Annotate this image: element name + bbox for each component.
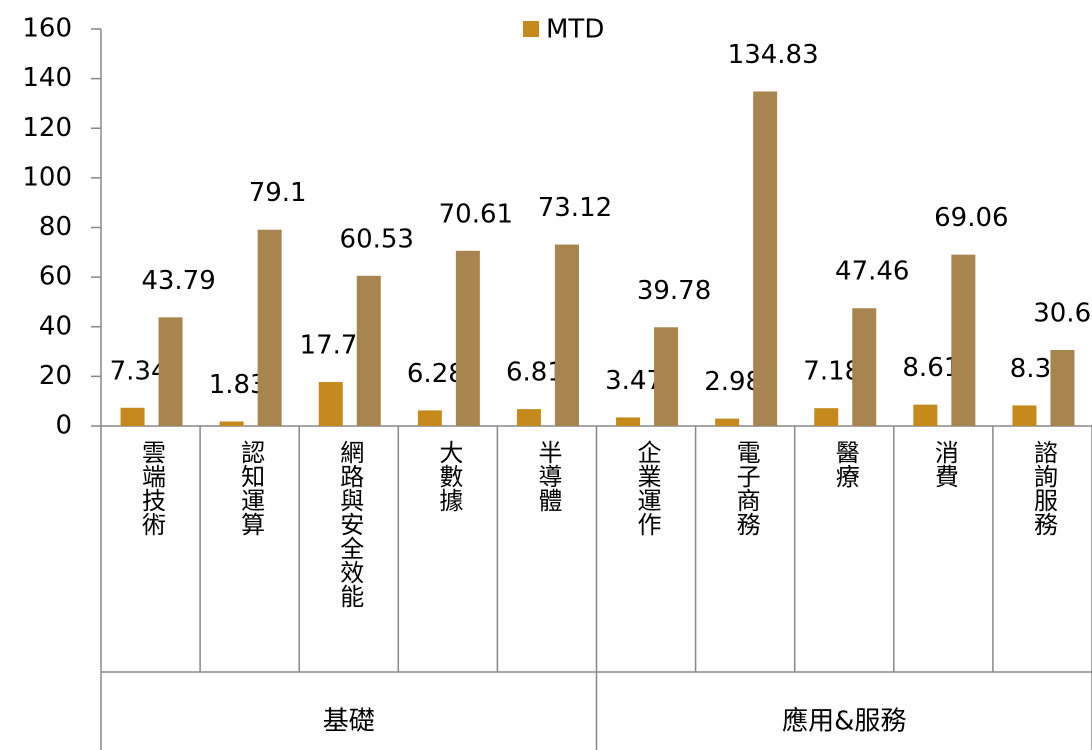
data-label: 7.34 <box>110 356 168 386</box>
bar <box>318 382 343 426</box>
y-tick-label: 20 <box>39 361 72 391</box>
data-label: 70.61 <box>439 199 513 229</box>
data-label: 8.61 <box>902 353 960 383</box>
y-tick-label: 120 <box>22 113 72 143</box>
group-label: 應用&服務 <box>782 707 906 737</box>
legend-swatch <box>523 21 539 37</box>
x-tick-label: 諮詢服務 <box>1029 440 1057 536</box>
x-tick-label: 認知運算 <box>237 440 265 536</box>
bar <box>554 244 579 426</box>
x-tick-label: 雲端技術 <box>138 440 166 536</box>
y-tick-label: 60 <box>39 262 72 292</box>
bar <box>715 418 740 426</box>
bar <box>516 409 541 426</box>
data-label: 7.18 <box>803 357 861 387</box>
y-tick-label: 80 <box>39 212 72 242</box>
bar <box>1050 349 1075 426</box>
bar <box>753 91 778 426</box>
data-label: 60.53 <box>340 224 414 254</box>
x-tick-label: 醫療 <box>831 440 859 488</box>
bar <box>417 410 442 426</box>
x-tick-label: 消費 <box>930 440 958 488</box>
bar <box>616 417 641 426</box>
bar <box>654 327 679 426</box>
data-label: 47.46 <box>835 257 909 287</box>
y-tick-label: 100 <box>22 162 72 192</box>
bar <box>1012 405 1037 426</box>
x-tick-label: 半導體 <box>534 440 562 512</box>
data-label: 30.63 <box>1033 298 1092 328</box>
data-label: 2.98 <box>704 367 762 397</box>
bar <box>852 308 877 426</box>
data-label: 134.83 <box>728 40 819 70</box>
y-tick-label: 40 <box>39 311 72 341</box>
data-label: 3.47 <box>605 366 663 396</box>
bar <box>158 317 183 426</box>
data-label: 1.83 <box>209 370 267 400</box>
data-label: 43.79 <box>141 266 215 296</box>
data-label: 8.3 <box>1010 354 1051 384</box>
bar <box>814 408 839 426</box>
data-label: 39.78 <box>637 276 711 306</box>
y-tick-label: 140 <box>22 63 72 93</box>
x-tick-label: 電子商務 <box>732 440 760 536</box>
data-label: 73.12 <box>538 193 612 223</box>
x-tick-label: 大數據 <box>435 440 463 512</box>
x-tick-label: 網路與安全效能 <box>336 440 364 608</box>
x-tick-label: 企業運作 <box>633 440 661 536</box>
y-tick-label: 0 <box>55 411 72 441</box>
bar <box>257 229 282 426</box>
y-tick-label: 160 <box>22 14 72 44</box>
legend-label: MTD <box>546 15 604 45</box>
group-label: 基礎 <box>323 707 375 737</box>
bar <box>120 407 145 426</box>
data-label: 69.06 <box>934 203 1008 233</box>
data-label: 6.28 <box>407 359 465 389</box>
bar <box>951 254 976 426</box>
data-label: 6.81 <box>506 358 564 388</box>
bar <box>455 250 480 426</box>
bar <box>219 421 244 426</box>
data-label: 79.1 <box>249 178 307 208</box>
bar <box>356 275 381 426</box>
bar <box>913 404 938 426</box>
